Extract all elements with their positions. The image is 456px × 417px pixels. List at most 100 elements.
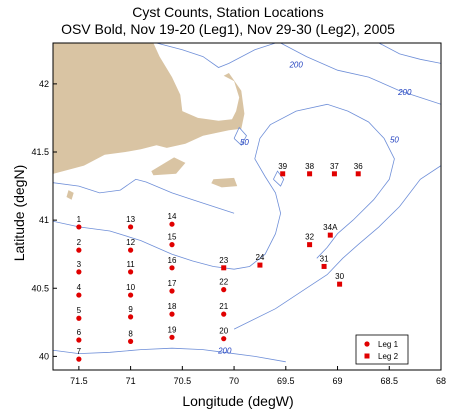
- station-label: 21: [219, 302, 228, 311]
- contour-label: 200: [288, 61, 303, 70]
- station-marker-leg1: [169, 288, 175, 294]
- station-marker-leg1: [76, 224, 82, 230]
- x-tick-label: 69.5: [277, 376, 295, 386]
- contour-line: [53, 347, 286, 363]
- y-tick-label: 40.5: [31, 283, 49, 293]
- contour-label: 200: [217, 347, 232, 356]
- station-label: 22: [219, 278, 228, 287]
- station-label: 13: [126, 215, 135, 224]
- x-tick-label: 71.5: [70, 376, 88, 386]
- station-marker-leg1: [76, 292, 82, 298]
- station-label: 7: [77, 347, 82, 356]
- station-marker-leg1: [221, 311, 227, 317]
- station-label: 20: [219, 327, 228, 336]
- station-marker-leg1: [221, 287, 227, 293]
- station-marker-leg2: [307, 242, 313, 248]
- station-marker-leg2: [327, 232, 333, 238]
- station-label: 15: [168, 233, 177, 242]
- station-label: 18: [168, 302, 177, 311]
- station-marker-leg1: [128, 247, 134, 253]
- legend: Leg 1 Leg 2: [355, 334, 409, 365]
- x-axis-ticks: 71.5 71 70.5 70 69.5 69 68.5 68: [70, 366, 446, 386]
- station-label: 1: [77, 215, 82, 224]
- station-marker-leg2: [280, 171, 286, 177]
- station-label: 38: [305, 162, 314, 171]
- station-marker-leg1: [169, 221, 175, 227]
- contour-label: 50: [390, 135, 399, 144]
- legend-marker-square: [364, 353, 370, 359]
- chart-title: Cyst Counts, Station Locations: [132, 4, 324, 20]
- station-label: 32: [305, 233, 314, 242]
- contour-line: [233, 165, 441, 330]
- y-tick-label: 40: [39, 351, 49, 361]
- mainland-shape: [53, 43, 245, 174]
- station-label: 19: [168, 325, 177, 334]
- station-label: 6: [77, 328, 82, 337]
- station-label: 23: [219, 256, 228, 265]
- station-label: 3: [77, 260, 82, 269]
- station-marker-leg1: [169, 242, 175, 248]
- contour-line: [273, 170, 285, 187]
- station-label: 2: [77, 238, 82, 247]
- contour-line: [280, 43, 441, 105]
- contour-labels: 200 200 50 50 200: [217, 61, 412, 356]
- station-marker-leg1: [128, 338, 134, 344]
- station-marker-leg2: [355, 171, 361, 177]
- station-marker-leg1: [169, 265, 175, 271]
- station-marker-leg2: [221, 265, 227, 271]
- block-island-shape: [66, 190, 74, 200]
- contour-line: [378, 43, 441, 64]
- bathymetry-contours: [53, 43, 441, 363]
- contour-line: [53, 178, 235, 214]
- contour-line: [156, 43, 276, 68]
- legend-label: Leg 1: [378, 340, 399, 349]
- station-marker-leg1: [169, 311, 175, 317]
- station-label: 5: [77, 306, 82, 315]
- contour-label: 50: [240, 138, 249, 147]
- station-label: 12: [126, 238, 135, 247]
- x-tick-label: 68: [436, 376, 446, 386]
- station-label: 9: [128, 305, 133, 314]
- y-tick-label: 42: [39, 79, 49, 89]
- nantucket-shape: [211, 177, 238, 188]
- x-tick-label: 70.5: [174, 376, 192, 386]
- x-tick-label: 69: [333, 376, 343, 386]
- station-marker-leg2: [321, 263, 327, 269]
- x-axis-title: Longitude (degW): [182, 393, 294, 409]
- station-marker-leg1: [128, 314, 134, 320]
- marthas-vineyard-shape: [151, 157, 186, 176]
- station-marker-leg1: [128, 224, 134, 230]
- station-label: 8: [128, 329, 133, 338]
- contour-line: [233, 126, 247, 146]
- station-label: 36: [354, 162, 363, 171]
- station-marker-leg1: [128, 269, 134, 275]
- station-marker-leg1: [128, 292, 134, 298]
- station-label: 4: [77, 283, 82, 292]
- legend-box: [355, 334, 409, 365]
- station-label: 16: [168, 256, 177, 265]
- y-tick-label: 41: [39, 215, 49, 225]
- plot-frame: [52, 42, 442, 371]
- y-tick-label: 41.5: [31, 147, 49, 157]
- legend-marker-circle: [364, 341, 370, 347]
- station-marker-leg2: [257, 262, 263, 268]
- contour-line: [53, 103, 395, 270]
- land-area: [53, 43, 245, 200]
- station-marker-leg2: [331, 171, 337, 177]
- contour-label: 200: [397, 88, 412, 97]
- station-label: 14: [168, 212, 177, 221]
- station-label: 34A: [323, 223, 338, 232]
- station-marker-leg2: [307, 171, 313, 177]
- station-label: 31: [320, 254, 329, 263]
- station-label: 10: [126, 283, 135, 292]
- chart-subtitle: OSV Bold, Nov 19-20 (Leg1), Nov 29-30 (L…: [61, 21, 395, 37]
- station-marker-leg1: [221, 336, 227, 342]
- station-label: 24: [255, 253, 264, 262]
- legend-label: Leg 2: [378, 352, 399, 361]
- x-tick-label: 70: [229, 376, 239, 386]
- station-marker-leg1: [76, 315, 82, 321]
- x-tick-label: 71: [126, 376, 136, 386]
- station-label: 11: [126, 260, 135, 269]
